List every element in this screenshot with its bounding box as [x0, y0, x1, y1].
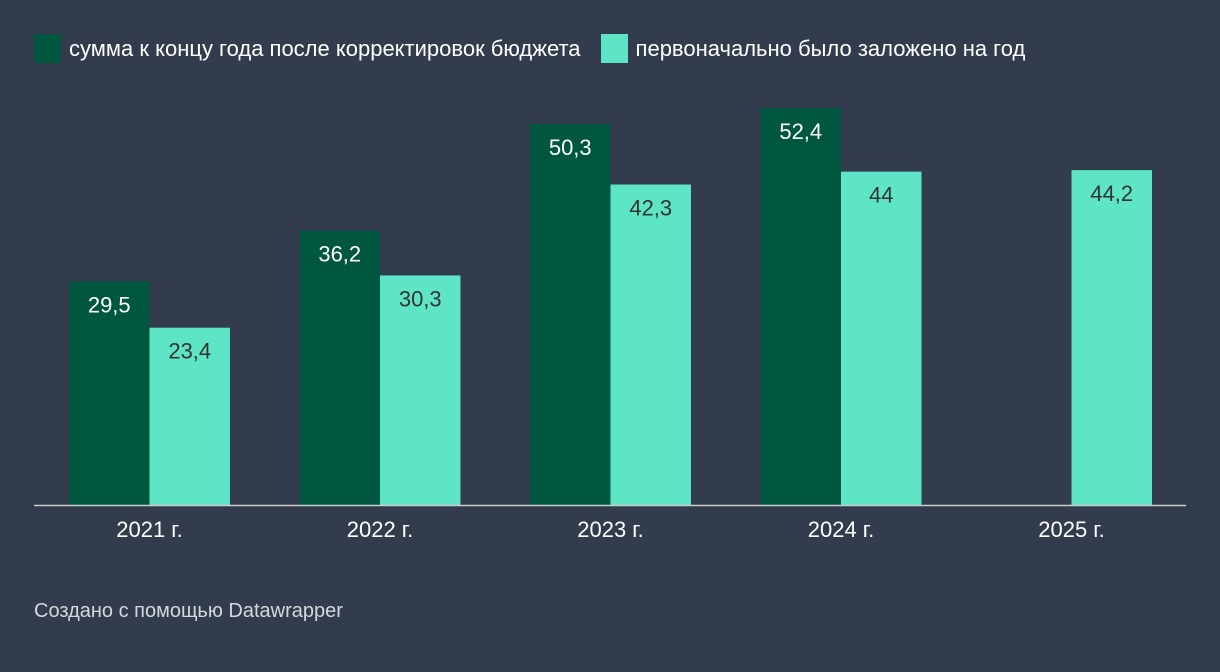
bar-adjusted-3: [760, 108, 841, 505]
data-label-adjusted-0: 29,5: [88, 292, 131, 317]
legend-swatch-adjusted: [34, 34, 61, 63]
bar-chart: 29,5 23,4 2021 г. 36,2 30,3 2022 г. 50,3 42,3 20…: [34, 108, 1186, 542]
bar-planned-1: [380, 275, 461, 505]
legend: сумма к концу года после корректировок б…: [34, 34, 1025, 63]
data-label-adjusted-2: 50,3: [549, 135, 592, 160]
footer-credit: Создано с помощью Datawrapper: [34, 600, 343, 622]
bar-planned-4: [1071, 170, 1152, 505]
data-label-planned-1: 30,3: [399, 286, 442, 311]
bar-adjusted-2: [530, 123, 611, 505]
legend-swatch-planned: [600, 34, 628, 63]
data-label-adjusted-3: 52,4: [779, 119, 822, 144]
legend-item-adjusted: сумма к концу года после корректировок б…: [34, 34, 581, 63]
legend-label-adjusted: сумма к концу года после корректировок б…: [69, 35, 581, 61]
data-label-planned-0: 23,4: [168, 339, 211, 364]
bar-planned-0: [149, 327, 230, 505]
data-label-planned-2: 42,3: [629, 196, 672, 221]
data-label-adjusted-1: 36,2: [318, 242, 361, 267]
x-tick-label-0: 2021 г.: [116, 517, 183, 542]
x-tick-label-4: 2025 г.: [1038, 517, 1105, 542]
legend-item-planned: первоначально было заложено на год: [600, 34, 1026, 63]
data-label-planned-4: 44,2: [1090, 181, 1133, 206]
bar-adjusted-1: [299, 230, 380, 506]
x-tick-label-2: 2023 г.: [577, 517, 644, 542]
x-tick-label-1: 2022 г.: [347, 517, 414, 542]
x-tick-label-3: 2024 г.: [808, 517, 875, 542]
bar-planned-2: [610, 184, 691, 505]
legend-label-planned: первоначально было заложено на год: [635, 35, 1026, 61]
bar-adjusted-0: [69, 281, 150, 505]
bar-planned-3: [841, 171, 922, 505]
data-label-planned-3: 44: [869, 183, 893, 208]
